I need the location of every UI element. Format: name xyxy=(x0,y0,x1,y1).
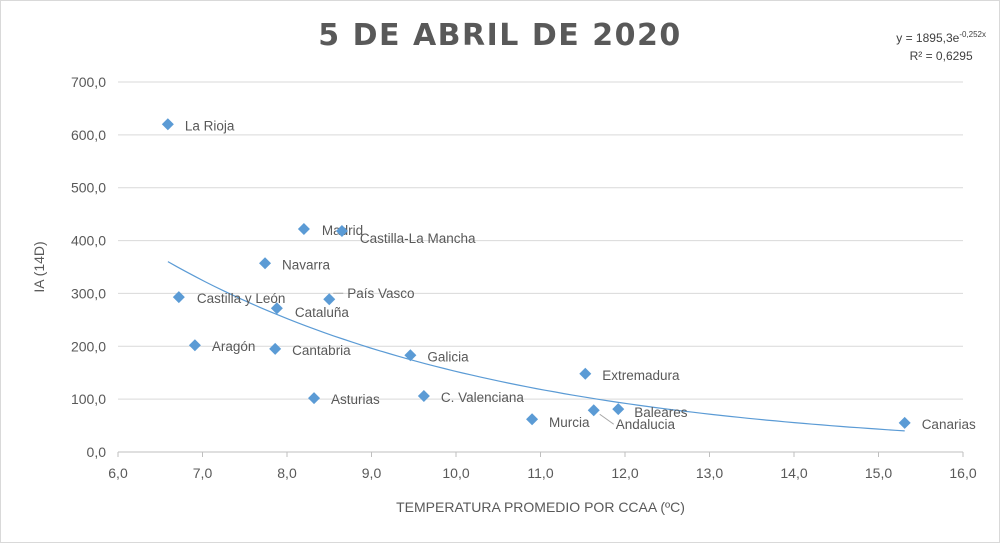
data-label: Andalucia xyxy=(616,417,676,432)
data-point xyxy=(587,404,600,417)
trendline xyxy=(167,261,905,432)
data-label: País Vasco xyxy=(347,286,414,301)
data-label: Extremadura xyxy=(602,368,680,383)
data-point xyxy=(335,225,348,238)
data-label: Baleares xyxy=(634,405,688,420)
data-point xyxy=(308,392,321,405)
x-tick-label: 10,0 xyxy=(442,465,469,481)
equation-text: y = 1895,3e xyxy=(896,31,960,45)
y-tick-label: 700,0 xyxy=(71,74,106,90)
data-point xyxy=(579,367,592,380)
x-tick-label: 9,0 xyxy=(362,465,382,481)
x-tick-label: 7,0 xyxy=(193,465,213,481)
data-label: Canarias xyxy=(922,417,976,432)
x-tick-label: 6,0 xyxy=(108,465,128,481)
data-point xyxy=(172,291,185,304)
data-point xyxy=(898,416,911,429)
y-tick-label: 100,0 xyxy=(71,391,106,407)
data-label: Castilla-La Mancha xyxy=(360,231,476,246)
r-squared: R² = 0,6295 xyxy=(909,49,973,63)
data-label: Aragón xyxy=(212,339,256,354)
x-axis-title: TEMPERATURA PROMEDIO POR CCAA (ºC) xyxy=(396,499,685,515)
data-label: La Rioja xyxy=(185,118,235,133)
x-tick-label: 15,0 xyxy=(865,465,892,481)
x-tick-label: 13,0 xyxy=(696,465,723,481)
trendline-equation: y = 1895,3e-0,252x R² = 0,6295 xyxy=(896,26,986,65)
data-point xyxy=(161,118,174,131)
data-label: Asturias xyxy=(331,392,380,407)
data-label: Navarra xyxy=(282,257,331,272)
y-tick-label: 400,0 xyxy=(71,233,106,249)
y-tick-label: 500,0 xyxy=(71,180,106,196)
data-point xyxy=(612,403,625,416)
y-tick-label: 600,0 xyxy=(71,127,106,143)
x-tick-label: 8,0 xyxy=(277,465,297,481)
data-label: Galicia xyxy=(427,349,469,364)
y-axis-title: IA (14D) xyxy=(31,241,47,292)
data-point xyxy=(188,339,201,352)
data-point xyxy=(297,222,310,235)
data-label: C. Valenciana xyxy=(441,390,525,405)
leader-line xyxy=(599,413,615,425)
data-point xyxy=(259,257,272,270)
chart-title: 5 DE ABRIL DE 2020 xyxy=(318,18,682,53)
x-tick-label: 14,0 xyxy=(780,465,807,481)
y-tick-label: 0,0 xyxy=(87,444,107,460)
data-label: Murcia xyxy=(549,415,590,430)
x-tick-label: 16,0 xyxy=(949,465,976,481)
equation-exponent: -0,252x xyxy=(959,30,986,39)
y-tick-label: 200,0 xyxy=(71,338,106,354)
data-point xyxy=(417,389,430,402)
data-point xyxy=(404,349,417,362)
y-tick-label: 300,0 xyxy=(71,285,106,301)
data-label: Castilla y León xyxy=(197,291,286,306)
x-tick-label: 12,0 xyxy=(611,465,638,481)
data-label: Cataluña xyxy=(295,305,350,320)
data-point xyxy=(323,293,336,306)
data-label: Cantabria xyxy=(292,343,351,358)
data-point xyxy=(270,302,283,315)
data-point xyxy=(269,342,282,355)
x-tick-label: 11,0 xyxy=(527,465,553,481)
data-point xyxy=(526,413,539,426)
